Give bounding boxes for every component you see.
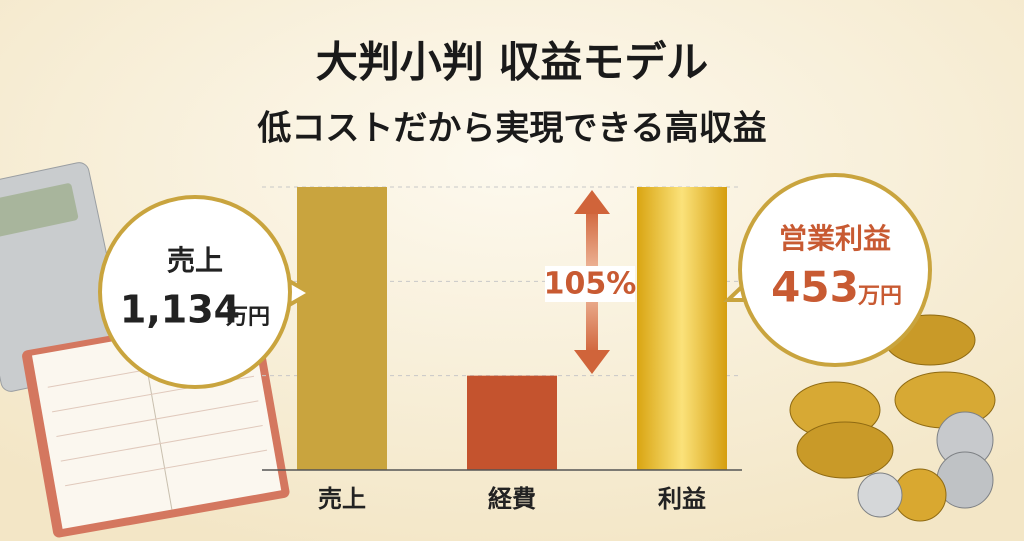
bar — [297, 187, 387, 470]
x-tick-label: 利益 — [658, 485, 706, 513]
profit-callout — [723, 173, 932, 367]
calculator-illustration — [0, 162, 130, 392]
profit-callout-amount: 453 — [771, 263, 859, 312]
chart-subtitle: 低コストだから実現できる高収益 — [257, 109, 766, 149]
sales-callout — [98, 195, 315, 389]
coins-illustration — [789, 314, 996, 522]
x-tick-label: 経費 — [488, 485, 536, 513]
ratio-label: 105% — [544, 267, 637, 302]
x-tick-label: 売上 — [318, 485, 366, 513]
profit-callout-label: 営業利益 — [779, 222, 891, 255]
sales-callout-unit: 万円 — [225, 305, 270, 330]
profit-callout-unit: 万円 — [857, 284, 902, 309]
chart-title: 大判小判 収益モデル — [316, 38, 709, 87]
sales-callout-label: 売上 — [167, 244, 223, 277]
bar — [467, 375, 557, 470]
bar — [637, 187, 727, 470]
ratio-label-bg — [545, 266, 635, 302]
sales-callout-amount: 1,134 — [120, 288, 240, 332]
